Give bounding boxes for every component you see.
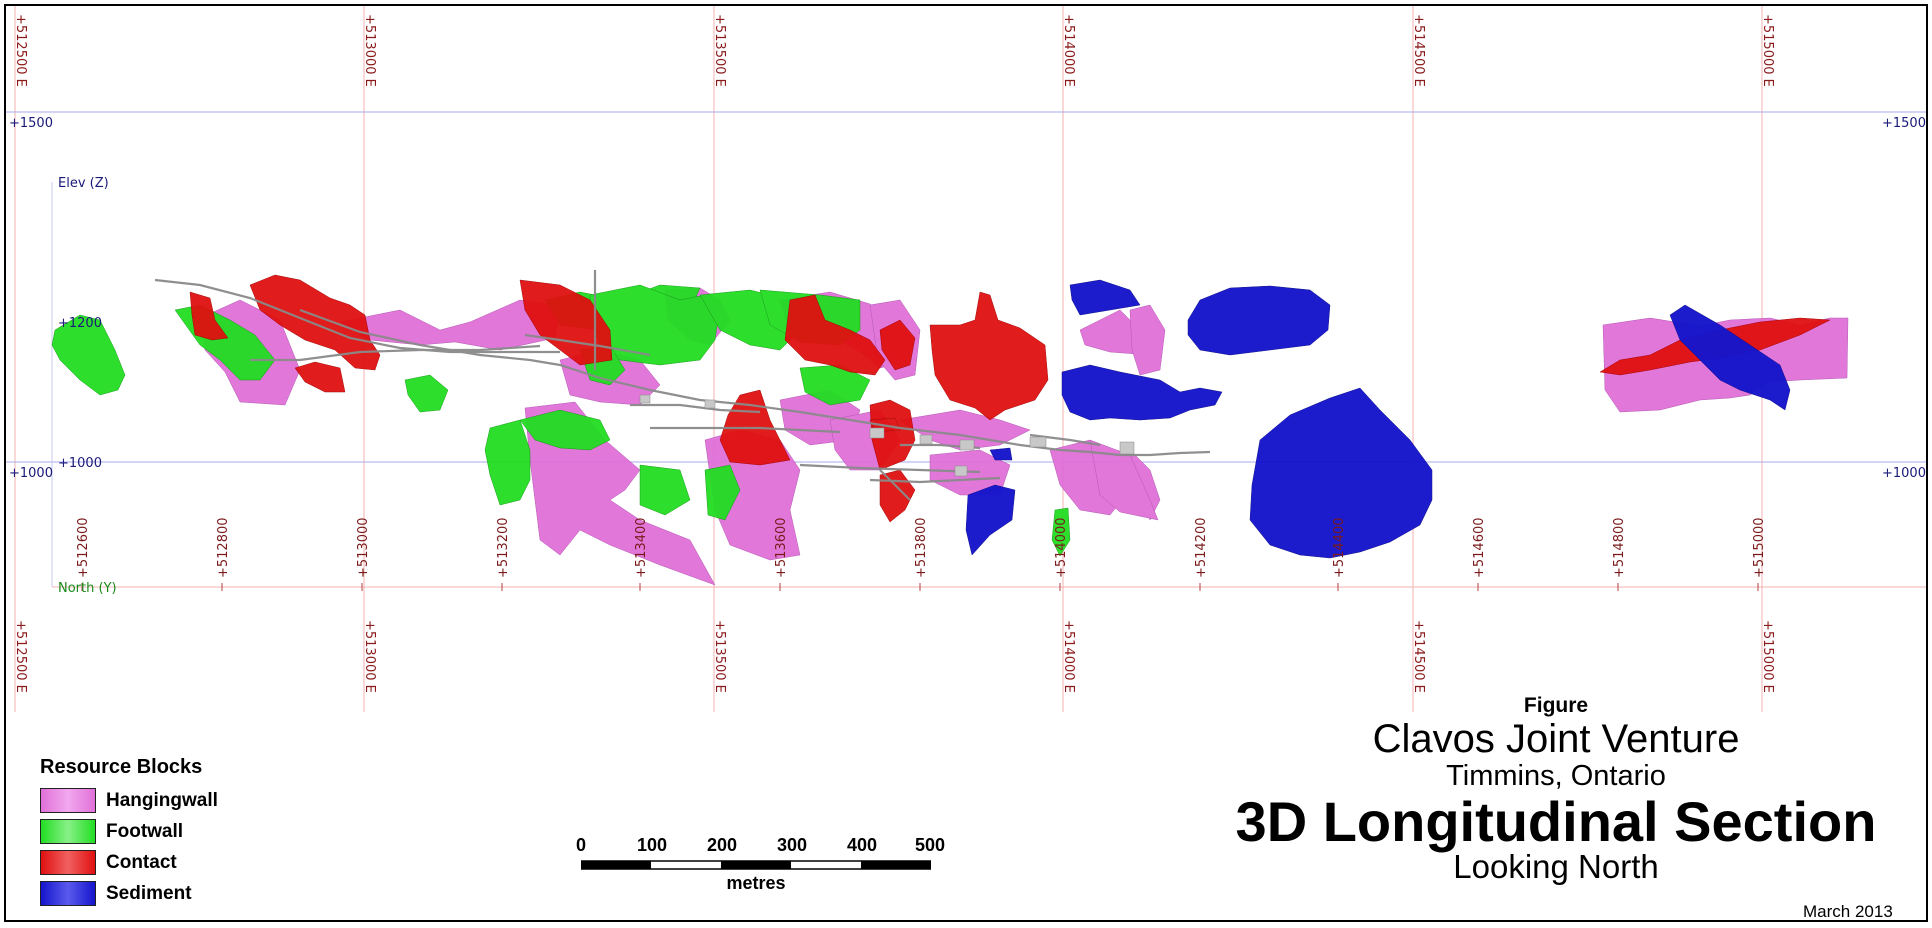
north-tick-label: +514000 [1054, 517, 1069, 578]
north-ticks [81, 583, 1759, 591]
north-tick-label: +515000 [1752, 517, 1767, 578]
figure-date: March 2013 [1803, 902, 1893, 921]
easting-grid [14, 6, 1763, 712]
legend-label: Sediment [106, 882, 192, 904]
easting-label-top: +515000 E [1760, 14, 1775, 87]
project-location: Timmins, Ontario [1446, 760, 1666, 792]
easting-label-bottom: +515000 E [1760, 620, 1775, 693]
legend-item-contact: Contact [40, 847, 218, 878]
scale-tick-label: 300 [776, 835, 808, 855]
view-direction: Looking North [1453, 848, 1659, 885]
sediment-blocks [965, 279, 1791, 559]
north-tick-label: +512600 [76, 517, 91, 578]
north-tick-label: +512800 [216, 517, 231, 578]
elevation-label-right: +1500 [1882, 116, 1926, 131]
legend-label: Contact [106, 851, 177, 873]
z-axis-label: Elev (Z) [58, 176, 109, 191]
scale-tick-label: 200 [706, 835, 738, 855]
local-axes [51, 182, 1926, 588]
legend-item-hangingwall: Hangingwall [40, 785, 218, 816]
mine-infrastructure [639, 394, 1135, 477]
legend-item-footwall: Footwall [40, 816, 218, 847]
north-tick-label: +513400 [634, 517, 649, 578]
map-frame [4, 4, 1928, 922]
figure-label: Figure [1523, 694, 1589, 717]
scale-tick-label: 0 [575, 835, 587, 855]
drift-workings [154, 270, 1211, 501]
easting-label-bottom: +513500 E [712, 620, 727, 693]
easting-label-bottom: +512500 E [13, 620, 28, 693]
section-title: 3D Longitudinal Section [1235, 790, 1877, 853]
project-title: Clavos Joint Venture [1372, 717, 1740, 761]
north-tick-label: +514800 [1612, 517, 1627, 578]
elevation-label-left: +1000 [9, 466, 53, 481]
easting-label-top: +514000 E [1061, 14, 1076, 87]
legend-label: Hangingwall [106, 789, 218, 811]
legend-title: Resource Blocks [40, 756, 203, 778]
north-tick-label: +513800 [914, 517, 929, 578]
north-tick-label: +513600 [774, 517, 789, 578]
easting-label-bottom: +514000 E [1061, 620, 1076, 693]
north-tick-label: +513200 [496, 517, 511, 578]
scale-bar: 0 100 200 300 400 500 metres [575, 835, 945, 905]
legend-swatch [40, 819, 96, 844]
north-tick-label: +513000 [356, 517, 371, 578]
y-axis-label: North (Y) [58, 581, 117, 596]
easting-label-top: +513500 E [712, 14, 727, 87]
z-tick-label: +1000 [58, 456, 102, 471]
z-tick-label: +1200 [58, 316, 102, 331]
legend: Resource Blocks Hangingwall Footwall Con… [40, 756, 218, 909]
easting-label-bottom: +513000 E [362, 620, 377, 693]
legend-swatch [40, 788, 96, 813]
scale-unit-label: metres [726, 873, 786, 893]
easting-label-bottom: +514500 E [1411, 620, 1426, 693]
north-tick-label: +514600 [1472, 517, 1487, 578]
easting-label-top: +514500 E [1411, 14, 1426, 87]
elevation-label-right: +1000 [1882, 466, 1926, 481]
elevation-label-left: +1500 [9, 116, 53, 131]
scale-tick-label: 400 [846, 835, 878, 855]
easting-label-top: +513000 E [362, 14, 377, 87]
title-block: Figure Clavos Joint Venture Timmins, Ont… [1196, 694, 1916, 885]
scale-tick-label: 100 [636, 835, 668, 855]
legend-swatch [40, 850, 96, 875]
scale-tick-label: 500 [914, 835, 946, 855]
legend-swatch [40, 881, 96, 906]
scale-bar-graphic [581, 860, 931, 870]
north-tick-label: +514400 [1332, 517, 1347, 578]
legend-label: Footwall [106, 820, 184, 842]
north-tick-label: +514200 [1194, 517, 1209, 578]
legend-item-sediment: Sediment [40, 878, 218, 909]
easting-label-top: +512500 E [13, 14, 28, 87]
